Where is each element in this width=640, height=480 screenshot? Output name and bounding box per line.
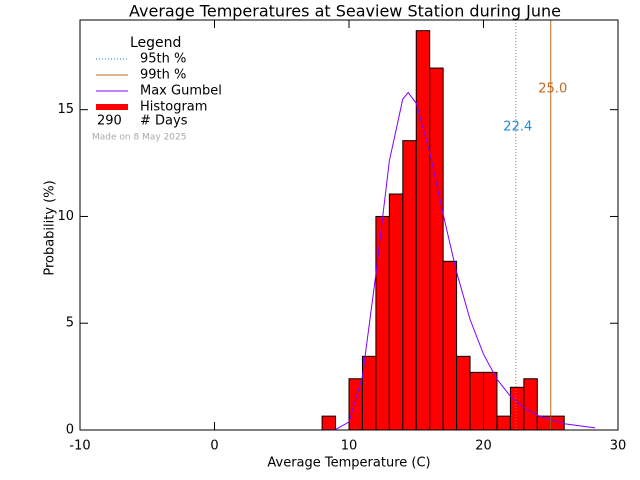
histogram-bar (361, 355, 377, 431)
histogram-bar (536, 415, 552, 431)
histogram-bar (456, 355, 471, 431)
y-tick-label: 15 (57, 102, 74, 117)
y-axis-label: Probability (%) (43, 180, 58, 275)
histogram-bar (429, 67, 444, 431)
histogram-bar (483, 371, 498, 431)
histogram-bar (496, 415, 511, 431)
histogram-bar (348, 378, 363, 431)
x-tick-label: 10 (341, 439, 358, 454)
histogram-bar (442, 260, 458, 431)
gumbel-curve (322, 91, 596, 431)
histogram-bar (388, 193, 404, 431)
x-axis-label: Average Temperature (C) (267, 456, 430, 471)
histogram-bar (523, 378, 538, 431)
legend-title: Legend (130, 35, 181, 51)
x-tick-label: -10 (69, 439, 90, 454)
y-tick-label: 10 (57, 209, 74, 224)
histogram-bar (375, 215, 390, 431)
y-tick-label: 0 (66, 423, 74, 438)
x-tick-label: 20 (475, 439, 492, 454)
legend-label: Histogram (140, 100, 207, 115)
chart-title: Average Temperatures at Seaview Station … (129, 2, 561, 21)
percentile-label: 25.0 (538, 82, 567, 97)
histogram-bar (415, 30, 431, 431)
legend-label: 95th % (140, 52, 186, 67)
legend-label: 99th % (140, 68, 186, 83)
days-count: 290 (97, 114, 122, 129)
histogram-bar (402, 140, 417, 431)
y-tick-label: 5 (66, 316, 74, 331)
histogram-bar (509, 386, 525, 431)
histogram-bar (469, 371, 484, 431)
legend-label: Max Gumbel (140, 84, 222, 99)
percentile-label: 22.4 (503, 120, 532, 135)
histogram-bar (321, 415, 337, 431)
days-label: # Days (140, 114, 188, 129)
x-tick-label: 30 (610, 439, 627, 454)
note: Made on 8 May 2025 (92, 133, 186, 143)
x-tick-label: 0 (210, 439, 218, 454)
